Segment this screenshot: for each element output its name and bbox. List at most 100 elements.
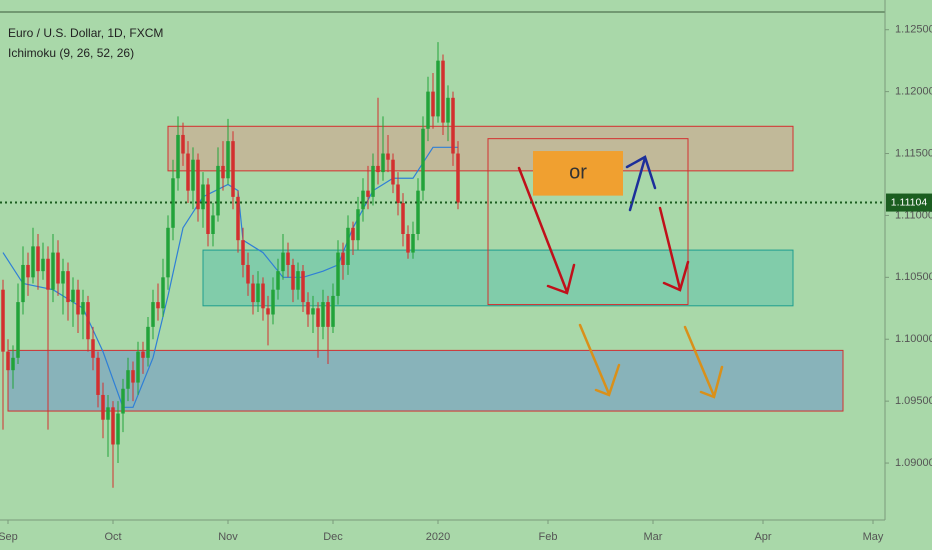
candle-body — [6, 351, 10, 371]
zone — [7, 349, 844, 412]
candle-body — [246, 264, 250, 284]
arrow-head — [662, 260, 690, 292]
candle-body — [206, 184, 210, 234]
candle-body — [321, 302, 325, 327]
y-tick-label: 1.10000 — [895, 333, 932, 345]
candle-body — [256, 283, 260, 303]
candle-body — [21, 264, 25, 303]
candle-body — [406, 234, 410, 253]
candle-body — [341, 252, 345, 265]
candle-body — [226, 141, 230, 179]
arrow-head — [594, 363, 621, 397]
last-price-label: 1.11104 — [891, 196, 928, 208]
candle-body — [161, 277, 165, 309]
arrow — [683, 325, 716, 398]
candle-body — [191, 159, 195, 191]
y-tick-label: 1.11500 — [895, 147, 932, 159]
candle-body — [346, 227, 350, 265]
candle-body — [151, 302, 155, 327]
candle-body — [376, 165, 380, 173]
zone — [487, 138, 689, 306]
arrow — [628, 156, 647, 212]
candle-body — [436, 60, 440, 117]
candle-body — [96, 357, 100, 395]
x-tick-label: Feb — [539, 531, 558, 543]
candle-body — [91, 339, 95, 358]
candle-body — [271, 289, 275, 315]
candle-body — [281, 252, 285, 272]
candle-body — [156, 302, 160, 309]
candle-body — [181, 134, 185, 154]
x-tick-label: May — [863, 531, 884, 543]
y-tick-label: 1.12500 — [895, 24, 932, 36]
arrow-head — [699, 365, 724, 399]
candle-body — [111, 407, 115, 445]
candle-body — [421, 128, 425, 191]
arrow — [517, 166, 569, 294]
candle-body — [401, 203, 405, 234]
indicator-label: Ichimoku (9, 26, 52, 26) — [8, 46, 134, 60]
candle-body — [36, 246, 40, 272]
candle-body — [216, 165, 220, 216]
candle-body — [386, 153, 390, 160]
y-tick-label: 1.10500 — [895, 271, 932, 283]
x-tick-label: Nov — [218, 531, 238, 543]
candle-body — [361, 190, 365, 210]
candle-body — [451, 97, 455, 154]
candle-body — [121, 388, 125, 414]
arrow-head — [625, 155, 657, 190]
candle-body — [241, 240, 245, 265]
candle-body — [71, 289, 75, 303]
candle-body — [236, 196, 240, 241]
candle-body — [391, 159, 395, 185]
candle-body — [106, 407, 110, 420]
x-tick-label: Oct — [104, 531, 121, 543]
candle-body — [306, 302, 310, 315]
candle-body — [56, 252, 60, 284]
candle-body — [456, 153, 460, 203]
candle-body — [261, 283, 265, 309]
candle-body — [356, 209, 360, 241]
candle-body — [351, 227, 355, 241]
zone — [167, 125, 794, 172]
candle-body — [296, 271, 300, 290]
candle-body — [291, 264, 295, 290]
candle-body — [41, 258, 45, 272]
arrow-head — [546, 263, 576, 295]
candle-body — [131, 370, 135, 383]
y-tick-label: 1.09000 — [895, 457, 932, 469]
x-tick-label: Dec — [323, 531, 343, 543]
candle-body — [221, 165, 225, 179]
candle-body — [331, 295, 335, 327]
candle-body — [211, 215, 215, 234]
candles — [1, 42, 460, 488]
candle-body — [196, 159, 200, 210]
candle-body — [116, 413, 120, 445]
candle-body — [51, 252, 55, 290]
candle-body — [11, 357, 15, 371]
candle-body — [311, 308, 315, 315]
arrow — [658, 206, 682, 291]
candle-body — [426, 91, 430, 129]
last-price-box — [886, 193, 932, 212]
candle-body — [251, 283, 255, 303]
candle-body — [431, 91, 435, 117]
candle-body — [441, 60, 445, 123]
arrows — [517, 155, 724, 399]
candle-body — [416, 190, 420, 234]
candle-body — [231, 141, 235, 197]
candle-body — [396, 184, 400, 204]
candle-body — [411, 234, 415, 253]
candle-body — [171, 178, 175, 228]
candle-body — [446, 97, 450, 123]
y-tick-label: 1.12000 — [895, 86, 932, 98]
candle-body — [126, 370, 130, 389]
candle-body — [276, 271, 280, 290]
candle-body — [371, 165, 375, 197]
candle-body — [301, 271, 305, 303]
candle-body — [81, 302, 85, 315]
x-tick-label: Apr — [754, 531, 771, 543]
candle-body — [136, 351, 140, 383]
